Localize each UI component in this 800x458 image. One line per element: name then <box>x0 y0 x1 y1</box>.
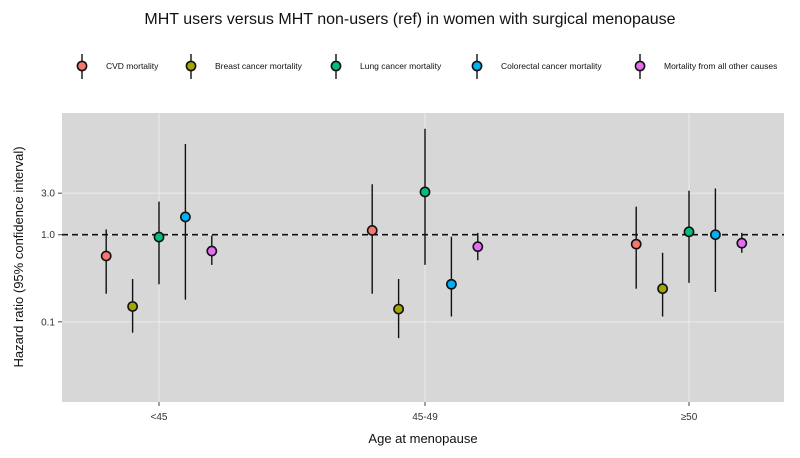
legend-key-dot <box>471 60 483 72</box>
legend-key-dot <box>330 60 342 72</box>
legend-item: Breast cancer mortality <box>185 54 303 79</box>
y-axis: 0.1 1.0 3.0 <box>41 189 62 328</box>
legend-label: Colorectal cancer mortality <box>501 61 602 71</box>
legend-label: Lung cancer mortality <box>360 61 442 71</box>
legend-item: Lung cancer mortality <box>330 54 442 79</box>
legend-label: CVD mortality <box>106 61 159 71</box>
data-point-group <box>657 252 668 317</box>
y-axis-label: Hazard ratio (95% confidence interval) <box>11 146 26 367</box>
data-point <box>472 241 484 253</box>
legend-item: CVD mortality <box>76 54 159 79</box>
data-point-group <box>206 235 218 265</box>
data-marks <box>100 128 748 339</box>
y-tick-label: 0.1 <box>41 317 55 328</box>
data-point <box>657 283 668 295</box>
data-point <box>736 237 748 249</box>
legend-key-dot <box>76 60 88 72</box>
data-point-group <box>100 229 112 294</box>
data-point-group <box>445 236 457 317</box>
legend-label: Breast cancer mortality <box>215 61 303 71</box>
data-point-group <box>127 279 138 333</box>
data-point-group <box>419 128 431 265</box>
data-point <box>100 250 112 262</box>
data-point <box>393 303 404 315</box>
y-tick-label: 3.0 <box>41 189 55 200</box>
x-tick-label: <45 <box>151 412 168 423</box>
legend-label: Mortality from all other causes <box>664 61 777 71</box>
data-point <box>206 245 218 257</box>
data-point <box>366 225 378 236</box>
data-point-group <box>683 190 695 283</box>
data-point <box>445 278 457 290</box>
legend-key-dot <box>185 60 197 72</box>
data-point-group <box>630 206 642 289</box>
data-point <box>683 226 695 238</box>
legend: CVD mortality Breast cancer mortality Lung… <box>76 54 777 79</box>
y-tick-label: 1.0 <box>41 230 55 241</box>
x-tick-label: 45-49 <box>412 412 438 423</box>
data-point <box>153 231 165 243</box>
data-point-group <box>710 188 721 292</box>
data-point <box>419 186 431 198</box>
plot-panel <box>62 113 784 402</box>
data-point <box>630 238 642 250</box>
legend-key-dot <box>634 60 646 72</box>
data-point <box>710 229 721 241</box>
x-axis: <45 45-49 ≥50 <box>151 402 698 423</box>
legend-item: Colorectal cancer mortality <box>471 54 602 79</box>
chart-title: MHT users versus MHT non-users (ref) in … <box>144 11 675 28</box>
legend-item: Mortality from all other causes <box>634 54 777 79</box>
data-point-group <box>393 279 404 339</box>
x-tick-label: ≥50 <box>681 412 698 423</box>
x-axis-label: Age at menopause <box>368 431 477 446</box>
data-point-group <box>472 232 484 261</box>
data-point-group <box>153 201 165 285</box>
data-point-group <box>366 184 378 294</box>
data-point-group <box>179 144 191 300</box>
data-point <box>179 211 191 223</box>
data-point-group <box>736 232 748 253</box>
data-point <box>127 301 138 312</box>
